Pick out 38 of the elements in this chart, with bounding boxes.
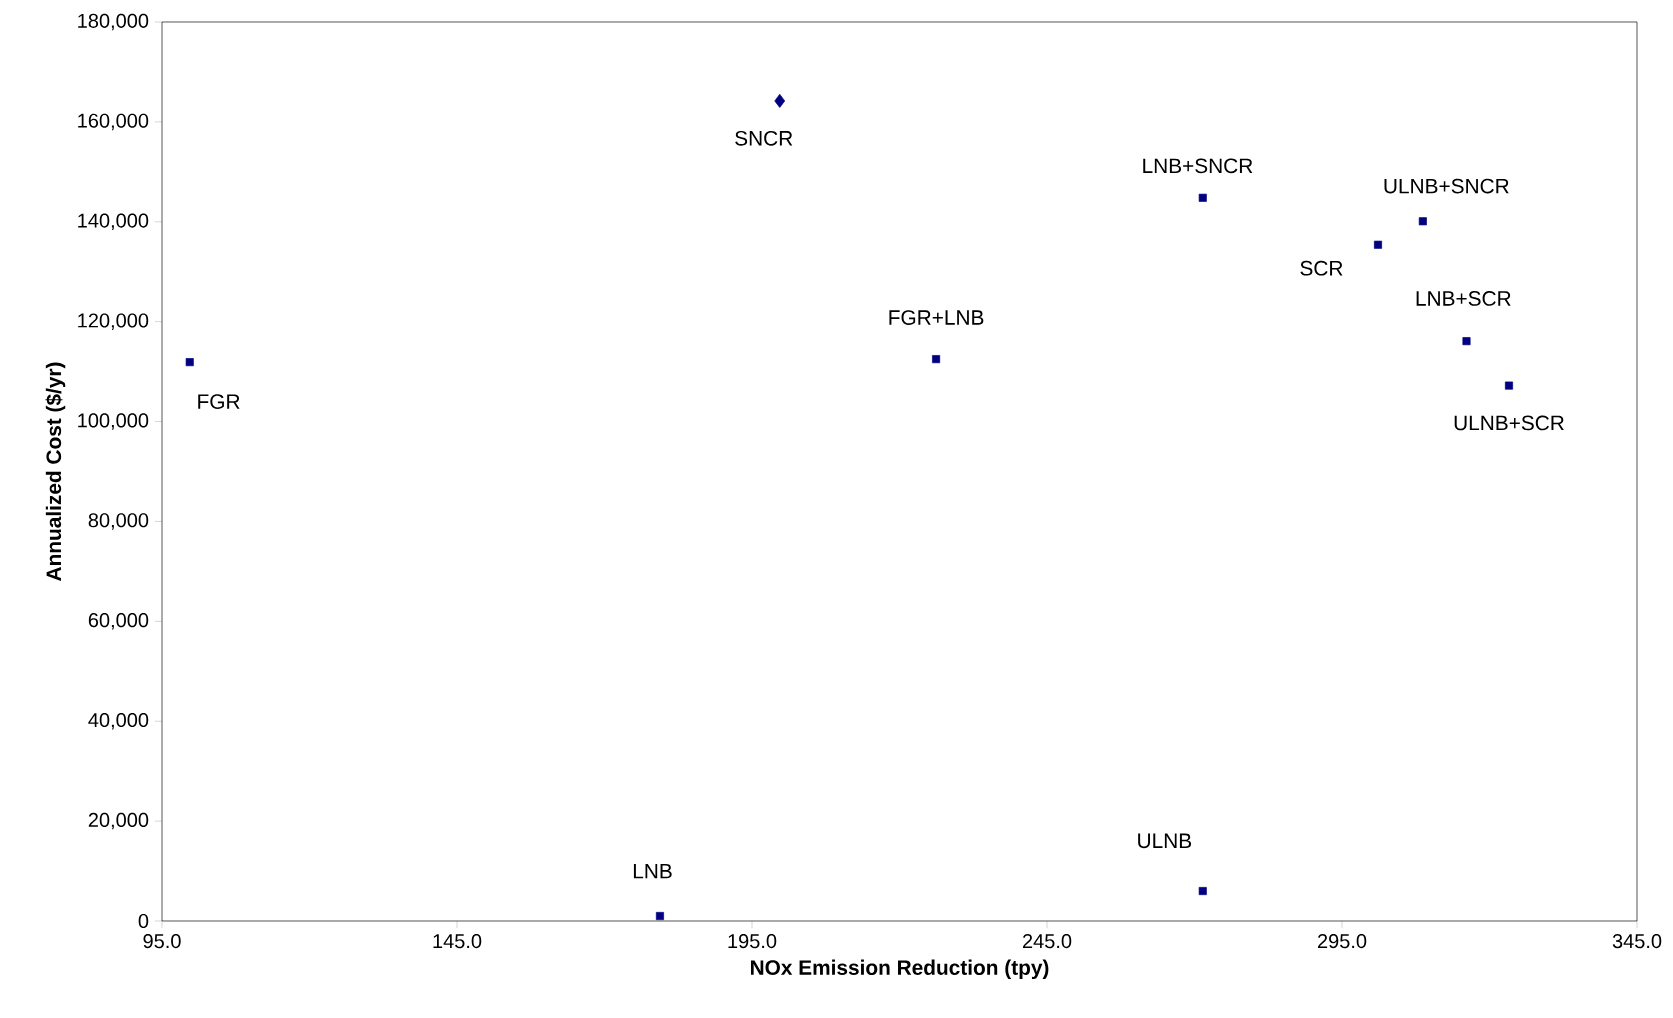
annotation: FGR	[198, 394, 240, 409]
point	[1418, 217, 1427, 226]
y-tick-label: 20,000	[88, 812, 149, 830]
x-axis-title: NOx Emission Reduction (tpy)	[750, 959, 1049, 980]
x-tick-label: 295.0	[1317, 934, 1367, 949]
y-tick-label: 80,000	[88, 513, 149, 530]
y-tick-label: 120,000	[78, 313, 149, 330]
point	[655, 912, 664, 921]
y-tick-label: 100,000	[78, 413, 149, 430]
annotation: ULNB	[1138, 833, 1192, 849]
y-axis-title: Annualized Cost ($/yr)	[45, 362, 66, 581]
point	[774, 93, 786, 108]
point	[185, 358, 194, 367]
point	[1504, 381, 1513, 390]
x-tick-label: 195.0	[728, 934, 777, 949]
annotation: ULNB+SCR	[1454, 415, 1564, 431]
x-tick-label: 95.0	[143, 934, 181, 949]
x-tick-label: 145.0	[433, 934, 482, 949]
y-tick-label: 140,000	[78, 213, 149, 231]
annotation: ULNB+SNCR	[1384, 178, 1509, 194]
point	[1198, 887, 1207, 896]
y-tick-label: 180,000	[78, 13, 149, 31]
y-tick-label: 160,000	[78, 113, 149, 131]
annotation: LNB+SNCR	[1143, 158, 1253, 174]
point	[1373, 240, 1383, 249]
x-tick-label: 345.0	[1612, 934, 1662, 949]
point	[1198, 193, 1207, 202]
annotation: LNB	[633, 864, 672, 879]
y-tick-label: 0	[138, 913, 149, 929]
annotation: SNCR	[735, 130, 793, 146]
annotation: LNB+SCR	[1416, 291, 1511, 306]
point	[1462, 337, 1471, 346]
x-tick-label: 245.0	[1022, 934, 1072, 949]
y-tick-label: 40,000	[88, 712, 149, 730]
y-tick-label: 60,000	[88, 613, 149, 630]
annotation: FGR+LNB	[889, 310, 984, 325]
annotation: SCR	[1300, 260, 1343, 276]
point	[932, 355, 941, 364]
